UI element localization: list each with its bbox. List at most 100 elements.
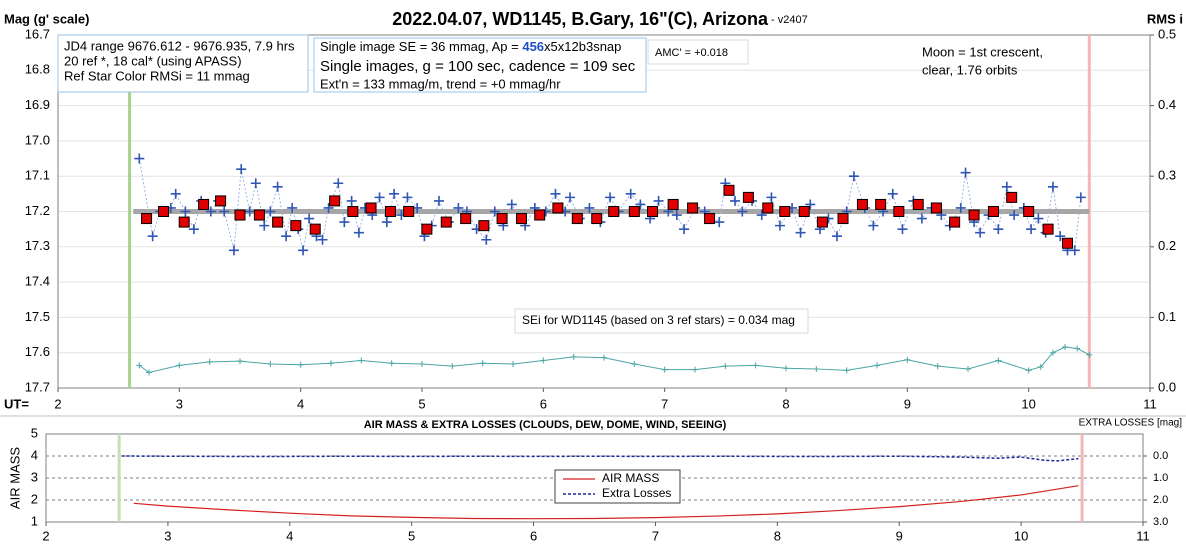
y2-tick-label: 0.2 <box>1158 238 1176 253</box>
y2-tick-label: 2.0 <box>1153 494 1168 506</box>
y2-tick-label: 1.0 <box>1153 472 1168 484</box>
y-tick-label: 17.4 <box>25 274 50 289</box>
square-point <box>309 223 321 235</box>
cross-point <box>774 220 785 231</box>
cross-point <box>328 360 334 367</box>
cross-point <box>250 178 261 189</box>
cross-point <box>783 365 789 372</box>
cross-point <box>730 195 741 206</box>
cross-point <box>1009 210 1020 221</box>
cross-point <box>304 213 315 224</box>
square-point <box>667 198 679 210</box>
cross-point <box>479 360 486 367</box>
title-version: - v2407 <box>768 14 808 26</box>
cross-point <box>714 217 725 228</box>
cross-point <box>1074 345 1081 352</box>
square-point <box>816 216 828 228</box>
square-point <box>198 198 210 210</box>
square-point <box>347 206 359 217</box>
cross-point <box>136 362 143 369</box>
y-tick-label: 16.7 <box>25 26 50 41</box>
y2-tick-label: 0.0 <box>1158 379 1176 394</box>
cross-point <box>1062 344 1069 351</box>
cross-point <box>237 358 243 365</box>
y-tick-label: 3 <box>31 469 38 484</box>
y-tick-label: 17.7 <box>25 379 50 394</box>
cross-point <box>236 164 247 175</box>
cross-point <box>993 224 1004 235</box>
cross-point <box>916 213 927 224</box>
cross-point <box>887 188 898 199</box>
square-point <box>608 206 620 217</box>
annotation-part: 456 <box>522 39 544 54</box>
legend-box <box>554 469 681 504</box>
square-point <box>478 220 490 232</box>
cross-point <box>955 202 966 213</box>
cross-point <box>1049 349 1056 356</box>
cross-point <box>267 360 274 367</box>
series-line <box>121 455 1079 462</box>
cross-point <box>1001 181 1012 192</box>
square-point <box>329 195 341 207</box>
cross-point <box>170 188 181 199</box>
square-point <box>496 213 508 225</box>
x-tick-label: 3 <box>164 528 171 543</box>
cross-point <box>766 192 777 203</box>
cross-point <box>317 234 328 245</box>
cross-point <box>897 224 908 235</box>
cross-point <box>805 199 816 210</box>
cross-point <box>1037 363 1044 370</box>
annotation-box <box>313 37 647 93</box>
annotation-box <box>57 34 309 93</box>
cross-point <box>281 231 292 242</box>
y-tick-label: 2 <box>31 491 38 506</box>
cross-point <box>298 245 309 256</box>
cross-point <box>388 360 395 367</box>
square-point <box>837 213 849 225</box>
plot-frame <box>57 34 1151 389</box>
y-axis-label: Mag (g' scale) <box>4 11 89 26</box>
cross-point <box>756 210 767 221</box>
series-line <box>138 158 1082 251</box>
cross-point <box>848 171 859 182</box>
x-tick-label: 2 <box>42 528 49 543</box>
cross-point <box>1033 213 1044 224</box>
x-tick-label: 4 <box>297 396 304 411</box>
cross-point <box>661 366 668 373</box>
annotation-text: AMC' = +0.018 <box>655 47 728 59</box>
annotation-part: Single image SE = 36 mmag, Ap = <box>320 39 522 54</box>
square-point <box>571 213 583 225</box>
cross-point <box>601 354 607 361</box>
cross-point <box>635 199 646 210</box>
cross-point <box>1086 351 1093 358</box>
annotation-part: x5x12b3snap <box>544 39 621 54</box>
y-tick-label: 4 <box>31 447 38 462</box>
x-tick-label: 11 <box>1136 528 1150 543</box>
square-point <box>384 206 396 217</box>
cross-point <box>323 202 334 213</box>
cross-point <box>134 153 145 164</box>
cross-point <box>960 167 971 178</box>
y2-tick-label: 0.3 <box>1158 168 1176 183</box>
square-point <box>272 216 284 228</box>
annotation-text: Single image SE = 36 mmag, Ap = 456x5x12… <box>320 39 621 54</box>
cross-point <box>868 220 879 231</box>
cross-point <box>995 357 1002 364</box>
square-point <box>875 198 887 210</box>
square-point <box>552 202 564 214</box>
cross-point <box>1075 192 1086 203</box>
cross-point <box>874 362 880 369</box>
cross-point <box>506 199 517 210</box>
cross-point <box>374 192 385 203</box>
square-point <box>687 202 699 214</box>
square-point <box>215 195 227 207</box>
cross-point <box>570 353 577 360</box>
series-line <box>138 346 1090 374</box>
y2-axis-label: EXTRA LOSSES [mag] <box>1079 418 1183 429</box>
y-tick-label: 17.1 <box>25 168 50 183</box>
square-point <box>460 213 472 225</box>
annotation-text: clear, 1.76 orbits <box>922 62 1018 77</box>
square-point <box>893 206 905 217</box>
cross-point <box>228 245 239 256</box>
square-point <box>762 202 774 214</box>
